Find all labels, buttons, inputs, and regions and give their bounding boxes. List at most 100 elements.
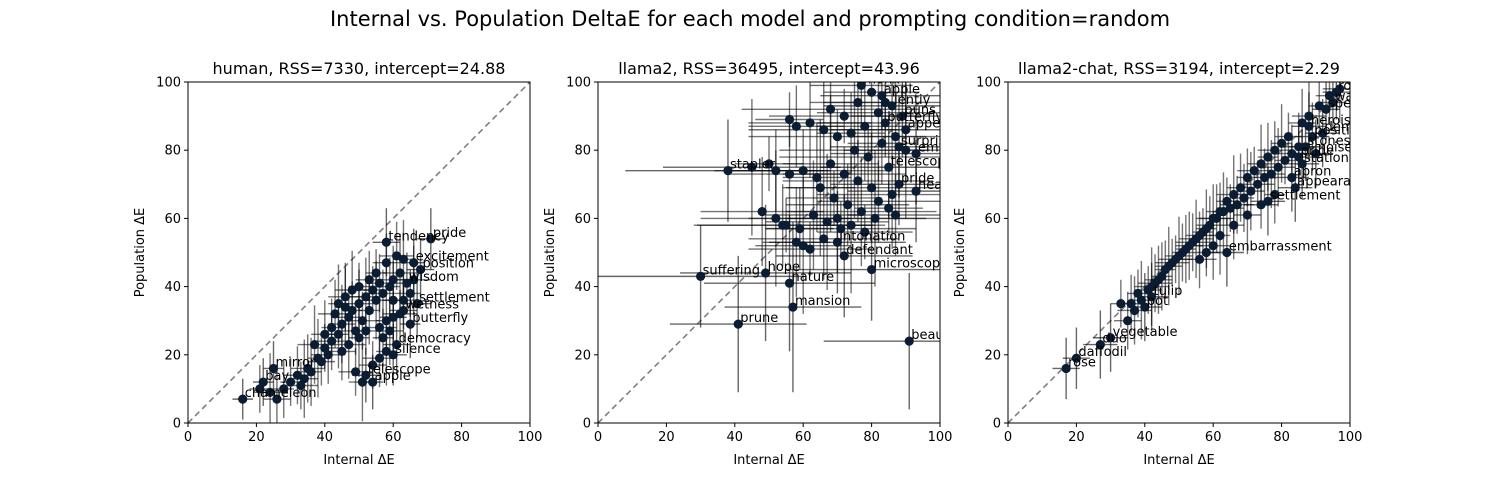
point-label: butterfly — [412, 311, 468, 326]
data-point — [1136, 295, 1146, 305]
data-point — [381, 316, 391, 326]
data-point — [836, 224, 846, 234]
data-point — [798, 166, 808, 176]
data-point — [873, 196, 884, 206]
point-label: telescope — [368, 362, 431, 377]
data-point — [815, 183, 825, 193]
point-label: excitement — [416, 250, 489, 265]
data-point — [805, 118, 815, 128]
data-point — [320, 343, 330, 353]
data-point — [323, 350, 333, 360]
data-point — [839, 169, 849, 179]
data-point — [378, 333, 388, 343]
data-point — [1242, 210, 1252, 220]
data-point — [1215, 206, 1225, 217]
point-label: apple — [884, 83, 920, 98]
data-point — [1304, 111, 1314, 121]
y-tick-label: 60 — [164, 212, 181, 227]
data-point — [371, 295, 381, 305]
data-point — [388, 275, 398, 285]
x-axis-label: Internal ΔE — [733, 453, 804, 468]
x-tick-label: 100 — [928, 430, 953, 445]
panel-title: human, RSS=7330, intercept=24.88 — [213, 59, 506, 78]
point-label: appearance — [908, 117, 985, 132]
point-label: speed — [1328, 96, 1367, 111]
point-label: microscope — [874, 257, 949, 272]
data-point — [1229, 189, 1239, 200]
point-label: wetness — [405, 297, 459, 312]
point-label: silence — [395, 342, 440, 357]
data-point — [764, 159, 774, 169]
data-point — [368, 285, 378, 295]
y-tick-label: 40 — [574, 280, 591, 295]
data-point — [368, 360, 378, 370]
data-point — [350, 326, 361, 336]
data-point — [327, 336, 337, 346]
point-label: monk — [863, 72, 900, 87]
point-label: noise — [1318, 141, 1353, 156]
y-tick-label: 80 — [984, 144, 1001, 159]
data-point — [853, 97, 863, 108]
ticks: 0 20 40 60 80 100 0 20 40 60 80 100 — [566, 76, 952, 446]
panels: human, RSS=7330, intercept=24.88 prideten… — [133, 59, 1367, 468]
y-tick-label: 100 — [976, 76, 1001, 91]
point-label: tulip — [1154, 284, 1183, 299]
x-tick-label: 20 — [658, 430, 675, 445]
data-point — [357, 316, 368, 326]
data-point — [286, 377, 296, 387]
data-point — [258, 377, 268, 387]
data-point — [405, 288, 415, 299]
point-label: apple — [375, 369, 411, 384]
data-point — [733, 319, 743, 329]
x-tick-label: 100 — [1338, 430, 1363, 445]
x-tick-label: 80 — [863, 430, 880, 445]
point-label: embarrassment — [1229, 240, 1332, 255]
point-label: nature — [792, 270, 835, 285]
data-point — [347, 305, 357, 316]
data-point — [374, 278, 385, 288]
point-label: pride — [1301, 144, 1334, 159]
data-point — [354, 282, 364, 292]
point-label: position — [423, 257, 475, 272]
data-point — [330, 309, 340, 319]
data-point — [412, 299, 422, 309]
data-point — [337, 346, 347, 356]
data-point — [309, 339, 320, 350]
data-point — [1208, 241, 1218, 251]
data-point — [904, 336, 914, 346]
data-point — [388, 312, 398, 322]
data-point — [1331, 87, 1341, 97]
x-axis-label: Internal ΔE — [323, 453, 394, 468]
panel-title: llama2-chat, RSS=3194, intercept=2.29 — [1018, 59, 1340, 78]
data-point — [1160, 264, 1170, 275]
data-point — [361, 370, 371, 380]
data-point — [1290, 183, 1300, 193]
data-point — [812, 172, 822, 183]
data-point — [402, 278, 412, 288]
data-point — [381, 346, 391, 356]
point-label: beauty — [911, 328, 957, 343]
data-point — [340, 292, 350, 302]
data-point — [760, 268, 771, 278]
data-point — [890, 131, 901, 142]
data-point — [268, 363, 279, 374]
data-point — [788, 302, 798, 312]
data-point — [696, 271, 706, 281]
data-point — [1153, 275, 1164, 285]
data-point — [1129, 305, 1140, 316]
data-point — [819, 125, 829, 135]
point-label: position — [1314, 124, 1366, 139]
y-tick-label: 0 — [993, 417, 1001, 432]
data-point — [316, 357, 326, 367]
data-point — [361, 326, 371, 336]
data-point — [1328, 97, 1338, 108]
point-label: pride — [433, 226, 466, 241]
data-point — [1147, 282, 1157, 292]
data-point — [1318, 128, 1328, 138]
data-point — [771, 166, 781, 176]
y-tick-label: 80 — [164, 144, 181, 159]
data-point — [1123, 316, 1133, 326]
point-label: suffering — [703, 263, 760, 278]
